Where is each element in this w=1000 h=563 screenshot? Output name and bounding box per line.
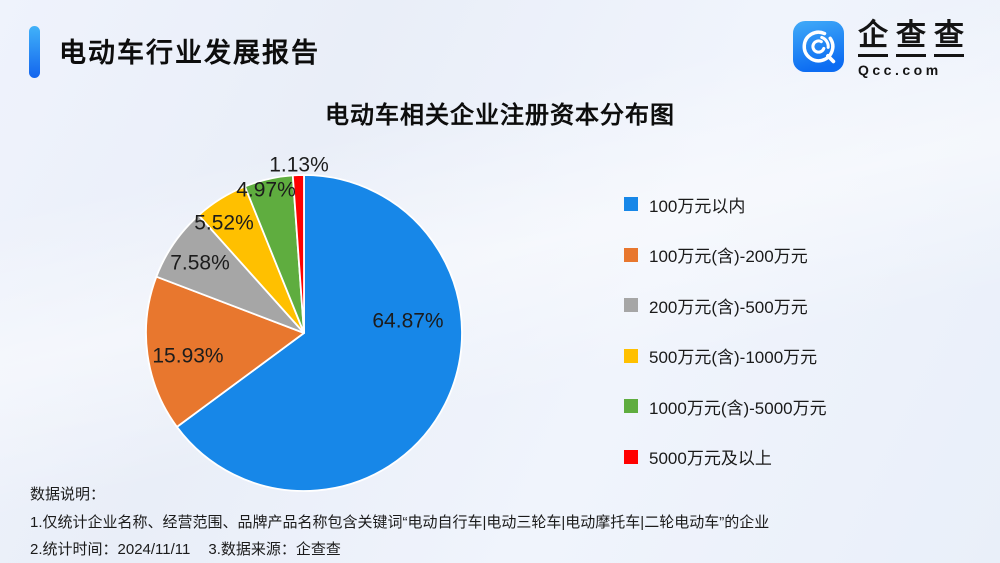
brand-char: 查 (896, 21, 926, 57)
note-2-3: 2.统计时间：2024/11/11 3.数据来源：企查查 (30, 536, 769, 563)
legend-swatch-icon (624, 197, 638, 211)
pie-slice-5[interactable] (291, 174, 305, 334)
legend-swatch-icon (624, 399, 638, 413)
pie-label-4: 4.97% (236, 179, 296, 202)
legend-item-2[interactable]: 200万元(含)-500万元 (624, 293, 827, 317)
legend-item-5[interactable]: 5000万元及以上 (624, 445, 827, 469)
qcc-logo-text: 企查查 Qcc.com (858, 21, 964, 77)
legend-label: 200万元(含)-500万元 (649, 297, 808, 317)
brand-char: 查 (934, 21, 964, 57)
legend-swatch-icon (624, 298, 638, 312)
legend-item-4[interactable]: 1000万元(含)-5000万元 (624, 394, 827, 418)
pie-label-3: 5.52% (194, 212, 254, 235)
legend-item-0[interactable]: 100万元以内 (624, 192, 827, 216)
note-2: 2.统计时间：2024/11/11 (30, 541, 191, 558)
pie-slice-0[interactable] (176, 174, 463, 492)
legend-swatch-icon (624, 449, 638, 464)
legend-item-1[interactable]: 100万元(含)-200万元 (624, 243, 827, 267)
brand-char: 企 (858, 21, 888, 57)
chart-legend: 100万元以内 100万元(含)-200万元 200万元(含)-500万元 500万元… (624, 192, 827, 495)
report-title: 电动车行业发展报告 (59, 38, 320, 68)
legend-label: 1000万元(含)-5000万元 (649, 398, 827, 418)
legend-label: 100万元(含)-200万元 (649, 247, 808, 266)
data-notes: 数据说明： 1.仅统计企业名称、经营范围、品牌产品名称包含关键词“电动自行车|电… (30, 481, 769, 563)
legend-label: 500万元(含)-1000万元 (649, 348, 818, 367)
legend-swatch-icon (624, 348, 638, 363)
qcc-logo: 企查查 Qcc.com (793, 21, 964, 77)
legend-item-3[interactable]: 500万元(含)-1000万元 (624, 344, 827, 368)
legend-swatch-icon (624, 247, 638, 262)
pie-slice-1[interactable] (145, 275, 305, 428)
legend-label: 100万元以内 (649, 196, 746, 216)
note-3: 3.数据来源：企查查 (208, 541, 341, 558)
legend-label: 5000万元及以上 (649, 449, 772, 468)
pie-label-1: 15.93% (152, 345, 223, 368)
note-1: 1.仅统计企业名称、经营范围、品牌产品名称包含关键词“电动自行车|电动三轮车|电… (30, 513, 770, 531)
chart-title: 电动车相关企业注册资本分布图 (325, 102, 675, 129)
notes-heading: 数据说明： (30, 486, 106, 503)
title-accent-bar (29, 26, 40, 78)
pie-label-2: 7.58% (170, 252, 230, 275)
brand-name-cn: 企查查 (858, 21, 964, 57)
pie-label-0: 64.87% (372, 310, 443, 333)
qcc-magnifier-icon (793, 21, 844, 72)
pie-label-5: 1.13% (269, 154, 329, 177)
brand-name-en: Qcc.com (858, 62, 942, 78)
